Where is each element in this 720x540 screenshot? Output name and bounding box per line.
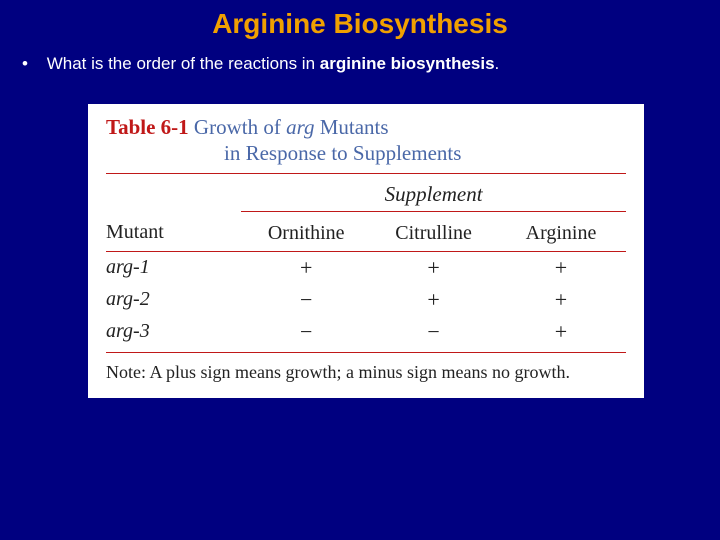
mutant-name: arg-1 [106, 251, 241, 284]
slide-title: Arginine Biosynthesis [0, 0, 720, 54]
col-mutant: Mutant [106, 211, 241, 251]
cell-value: + [496, 251, 626, 284]
table-caption: Table 6-1 Growth of arg Mutants in Respo… [106, 114, 626, 167]
column-header-row: Mutant Ornithine Citrulline Arginine [106, 211, 626, 251]
col-citrulline: Citrulline [371, 211, 496, 251]
question-bullet: • What is the order of the reactions in … [0, 54, 720, 74]
data-table: Supplement Mutant Ornithine Citrulline A… [106, 174, 626, 348]
question-prefix: What is the order of the reactions in [47, 54, 320, 73]
slide: Arginine Biosynthesis • What is the orde… [0, 0, 720, 540]
caption-label: Table 6-1 [106, 115, 189, 139]
caption-line1-b: Mutants [314, 115, 388, 139]
cell-value: + [496, 316, 626, 348]
bullet-icon: • [22, 54, 28, 73]
question-bold: arginine biosynthesis [320, 54, 495, 73]
cell-value: + [241, 251, 371, 284]
table-row: arg-3 − − + [106, 316, 626, 348]
mutant-name: arg-3 [106, 316, 241, 348]
table-row: arg-2 − + + [106, 284, 626, 316]
rule-bottom [106, 352, 626, 353]
caption-title-line2: in Response to Supplements [224, 141, 461, 165]
note-text: A plus sign means growth; a minus sign m… [146, 362, 570, 382]
cell-value: + [496, 284, 626, 316]
cell-value: − [241, 316, 371, 348]
question-suffix: . [495, 54, 500, 73]
table-figure: Table 6-1 Growth of arg Mutants in Respo… [88, 104, 644, 398]
table-note: Note: A plus sign means growth; a minus … [106, 361, 626, 384]
supplement-header: Supplement [241, 174, 626, 212]
cell-value: − [371, 316, 496, 348]
table-row: arg-1 + + + [106, 251, 626, 284]
supplement-header-row: Supplement [106, 174, 626, 212]
cell-value: + [371, 284, 496, 316]
note-label: Note: [106, 362, 146, 382]
mutant-name: arg-2 [106, 284, 241, 316]
cell-value: − [241, 284, 371, 316]
caption-line1-a: Growth of [194, 115, 286, 139]
cell-value: + [371, 251, 496, 284]
blank-cell [106, 174, 241, 212]
col-ornithine: Ornithine [241, 211, 371, 251]
caption-title-line1: Growth of arg Mutants [194, 115, 389, 139]
caption-line1-italic: arg [286, 115, 314, 139]
col-arginine: Arginine [496, 211, 626, 251]
